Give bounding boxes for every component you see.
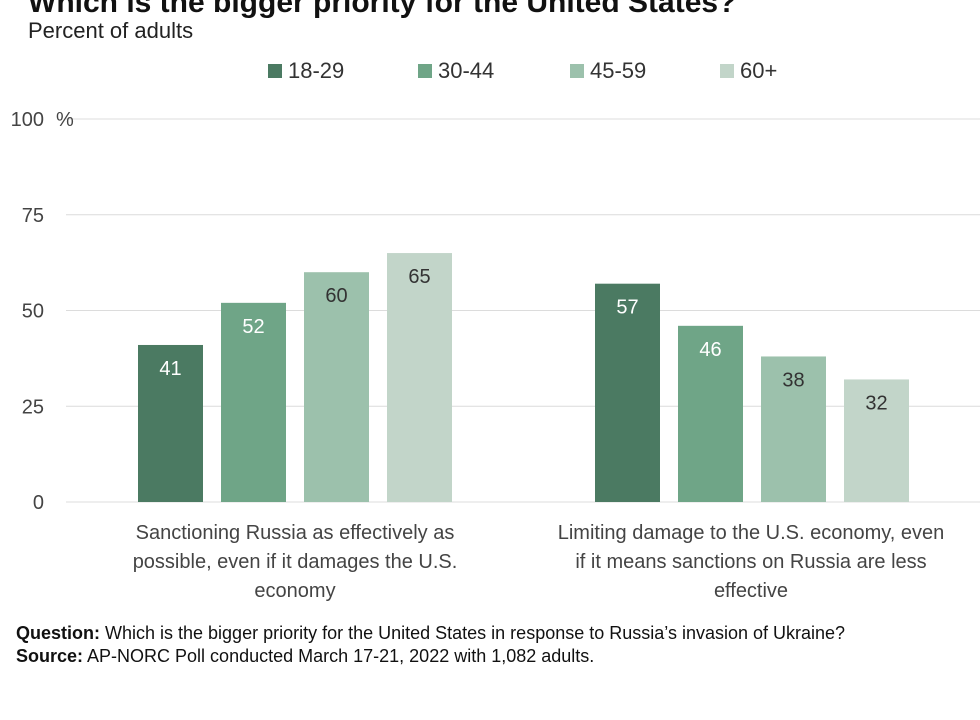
data-label-60-plus-cat2: 32 bbox=[865, 392, 887, 414]
data-label-30-44-cat2: 46 bbox=[699, 339, 721, 361]
bar-30-44-cat2 bbox=[678, 325, 743, 502]
category-label-1-line-2: possible, even if it damages the U.S. bbox=[133, 551, 458, 573]
legend-swatch-30-44 bbox=[418, 64, 432, 78]
legend-swatch-18-29 bbox=[268, 64, 282, 78]
chart-title: Which is the bigger priority for the Uni… bbox=[28, 0, 737, 19]
legend-item-45-59: 45-59 bbox=[570, 58, 646, 84]
data-label-18-29-cat1: 41 bbox=[159, 358, 181, 380]
category-label-2-line-1: Limiting damage to the U.S. economy, eve… bbox=[558, 522, 945, 544]
data-label-60-plus-cat1: 65 bbox=[408, 266, 430, 288]
y-tick-label-100: 100 bbox=[11, 109, 44, 131]
legend-item-30-44: 30-44 bbox=[418, 58, 494, 84]
legend: 18-29 30-44 45-59 60+ bbox=[0, 58, 980, 88]
data-label-30-44-cat1: 52 bbox=[242, 316, 264, 338]
data-label-18-29-cat2: 57 bbox=[616, 297, 638, 319]
bar-18-29-cat1 bbox=[138, 344, 203, 502]
bar-chart: 0 25 50 75 100 % 41 52 60 65 57 46 38 32 Sanctioning R… bbox=[11, 109, 980, 602]
source-label: Source: bbox=[16, 646, 84, 666]
category-label-2-line-2: if it means sanctions on Russia are less bbox=[575, 551, 926, 573]
question-label: Question: bbox=[16, 623, 100, 643]
chart-subtitle: Percent of adults bbox=[28, 18, 194, 43]
chart-footer: Question: Which is the bigger priority f… bbox=[16, 622, 956, 668]
legend-item-18-29: 18-29 bbox=[268, 58, 344, 84]
bar-45-59-cat2 bbox=[761, 356, 826, 502]
y-tick-label-75: 75 bbox=[22, 205, 44, 227]
legend-label-45-59: 45-59 bbox=[590, 58, 647, 83]
data-label-45-59-cat1: 60 bbox=[325, 285, 347, 307]
y-unit-label: % bbox=[56, 109, 74, 131]
source-text: AP-NORC Poll conducted March 17-21, 2022… bbox=[83, 646, 595, 666]
category-label-1-line-1: Sanctioning Russia as effectively as bbox=[136, 522, 455, 544]
y-tick-label-25: 25 bbox=[22, 396, 44, 418]
bar-30-44-cat1 bbox=[221, 302, 286, 502]
question-text: Which is the bigger priority for the Uni… bbox=[100, 623, 846, 643]
data-label-45-59-cat2: 38 bbox=[782, 369, 804, 391]
category-label-2-line-3: effective bbox=[714, 580, 788, 602]
y-tick-label-0: 0 bbox=[33, 492, 44, 514]
legend-swatch-60-plus bbox=[720, 64, 734, 78]
bar-60-plus-cat2 bbox=[844, 379, 909, 502]
source-note: Source: AP-NORC Poll conducted March 17-… bbox=[16, 645, 956, 668]
legend-label-18-29: 18-29 bbox=[288, 58, 345, 83]
legend-label-30-44: 30-44 bbox=[438, 58, 495, 83]
category-label-1-line-3: economy bbox=[254, 580, 335, 602]
legend-label-60-plus: 60+ bbox=[740, 58, 778, 83]
legend-item-60-plus: 60+ bbox=[720, 58, 777, 84]
legend-swatch-45-59 bbox=[570, 64, 584, 78]
bar-18-29-cat2 bbox=[595, 283, 660, 502]
y-tick-label-50: 50 bbox=[22, 301, 44, 323]
question-note: Question: Which is the bigger priority f… bbox=[16, 622, 956, 645]
bar-45-59-cat1 bbox=[304, 272, 369, 502]
bar-60-plus-cat1 bbox=[387, 253, 452, 502]
